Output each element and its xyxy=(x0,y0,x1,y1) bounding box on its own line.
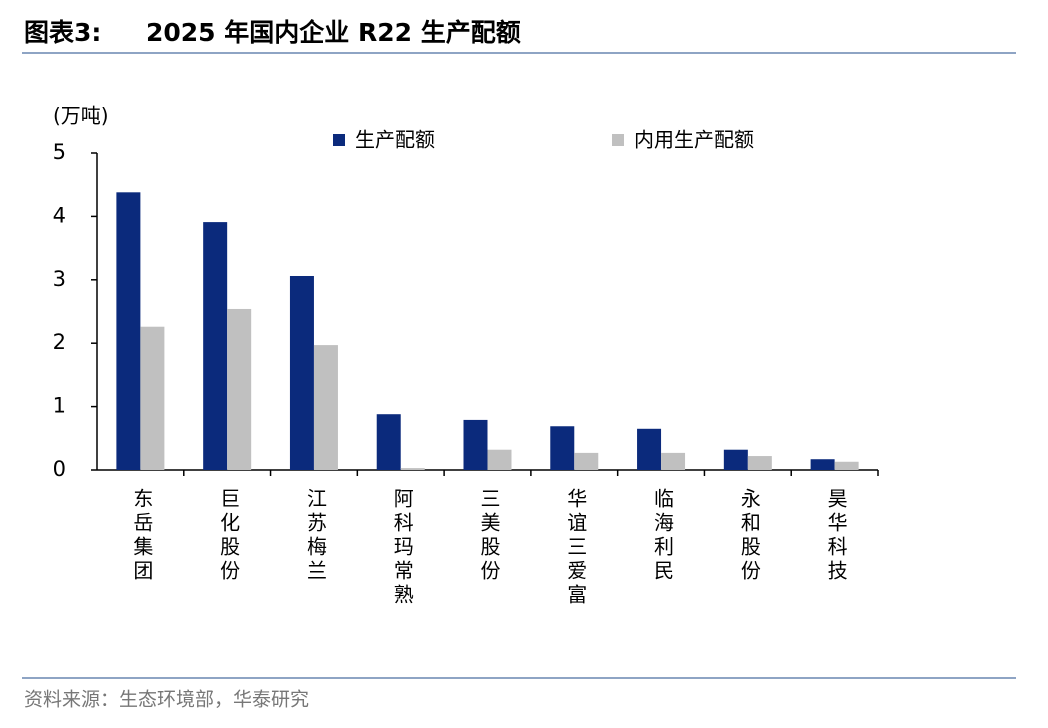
bar xyxy=(550,426,575,470)
x-tick-label: 巨化股份 xyxy=(217,488,241,584)
bar xyxy=(376,414,401,470)
y-tick-label: 2 xyxy=(53,330,66,354)
legend-swatch xyxy=(612,134,624,146)
x-tick-label: 华谊三爱富 xyxy=(564,488,588,608)
bar xyxy=(203,222,228,470)
bar xyxy=(834,461,859,470)
bar xyxy=(661,452,686,470)
bar xyxy=(289,275,314,470)
x-tick-label: 东岳集团 xyxy=(130,488,154,584)
bar xyxy=(810,459,835,470)
bar xyxy=(227,308,252,470)
bar xyxy=(637,428,662,470)
x-tick-label: 阿科玛常熟 xyxy=(390,488,414,608)
bar xyxy=(463,419,488,470)
y-axis-label: (万吨) xyxy=(53,104,109,128)
y-tick-label: 1 xyxy=(53,394,66,418)
bar xyxy=(747,456,772,470)
legend-label: 生产配额 xyxy=(355,128,435,152)
source-note: 资料来源：生态环境部，华泰研究 xyxy=(24,689,309,711)
legend-swatch xyxy=(333,134,345,146)
chart-title: 2025 年国内企业 R22 生产配额 xyxy=(146,18,521,47)
x-tick-label: 临海利民 xyxy=(651,488,675,584)
x-tick-label: 永和股份 xyxy=(737,488,761,584)
bar xyxy=(723,449,748,470)
bar xyxy=(487,449,512,470)
figure-label: 图表3: xyxy=(24,18,101,47)
bar xyxy=(400,468,425,470)
bar xyxy=(574,452,599,470)
y-tick-label: 0 xyxy=(53,457,66,481)
x-tick-label: 江苏梅兰 xyxy=(303,488,327,584)
x-tick-label: 三美股份 xyxy=(477,488,501,584)
bar xyxy=(116,192,141,471)
y-tick-label: 3 xyxy=(53,267,66,291)
bar xyxy=(313,345,338,470)
y-tick-label: 4 xyxy=(53,203,66,227)
bar xyxy=(140,326,165,470)
y-tick-label: 5 xyxy=(53,140,66,164)
x-tick-label: 昊华科技 xyxy=(824,488,848,584)
legend-label: 内用生产配额 xyxy=(634,128,754,152)
